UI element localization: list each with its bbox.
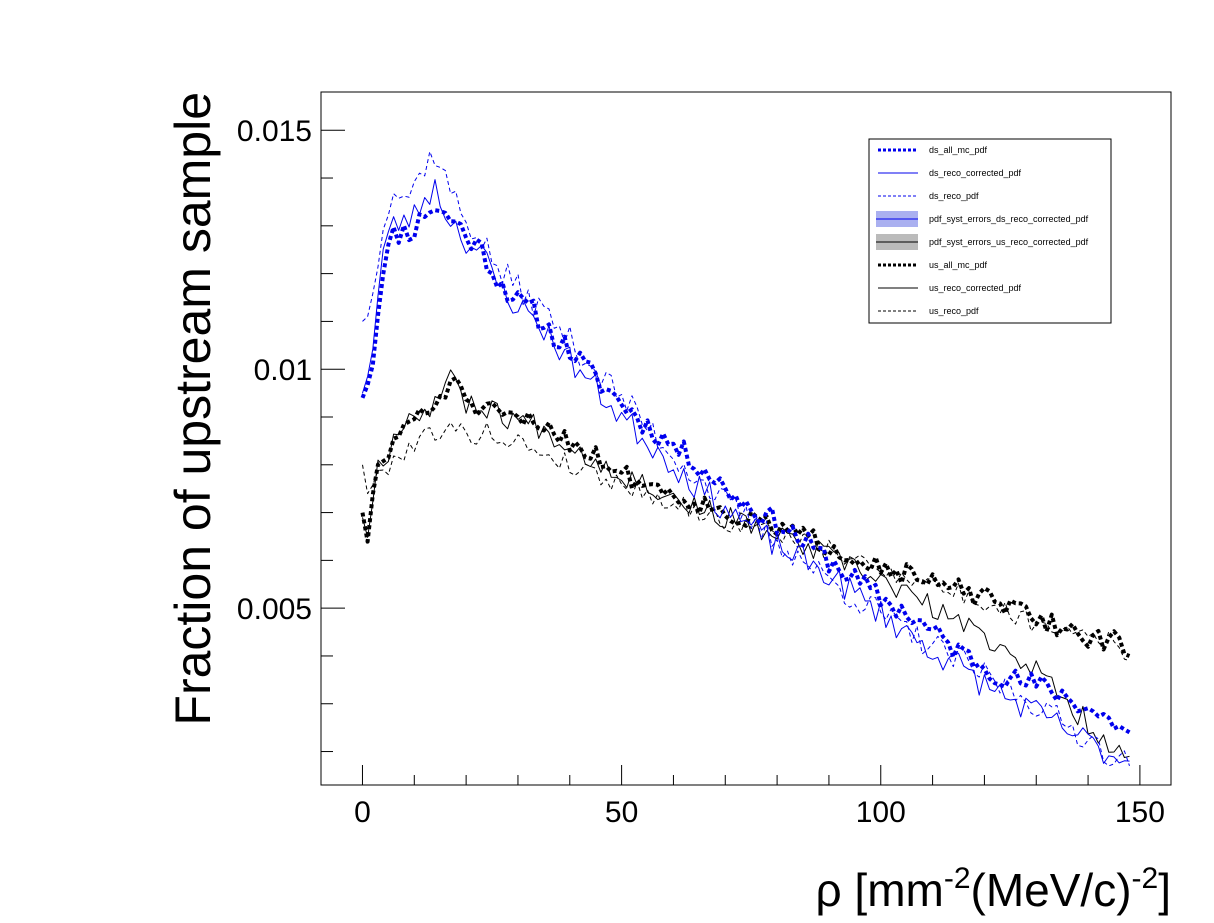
y-tick-label: 0.005 — [237, 593, 312, 626]
x-axis-title-middle: (MeV/c) — [971, 864, 1132, 916]
legend-entry: pdf_syst_errors_ds_reco_corrected_pdf — [876, 211, 1089, 227]
series-line-ds-all-mc-pdf — [360, 208, 1131, 735]
legend-label: ds_all_mc_pdf — [929, 145, 988, 155]
x-axis-title-superscript-2: -2 — [1132, 862, 1159, 895]
legend-entry: us_reco_corrected_pdf — [878, 283, 1022, 293]
series-line-us-all-mc-pdf — [360, 375, 1131, 658]
series-layer — [360, 151, 1131, 767]
y-axis-title: Fraction of upstream sample — [165, 92, 221, 726]
axis-layer: 0 50 100 150 0.005 0.01 0.015 — [237, 115, 1165, 829]
y-tick-label: 0.015 — [237, 115, 312, 148]
x-axis-title-superscript-1: -2 — [944, 862, 971, 895]
legend-entry: ds_reco_corrected_pdf — [878, 168, 1022, 178]
series-line-ds-reco-pdf — [362, 151, 1130, 767]
x-axis-title-end: ] — [1158, 864, 1171, 916]
series-line-us-reco-corrected-pdf — [362, 369, 1130, 758]
x-tick-label: 0 — [354, 796, 371, 829]
x-tick-label: 150 — [1115, 796, 1165, 829]
legend-label: us_reco_pdf — [929, 306, 979, 316]
legend-label: us_all_mc_pdf — [929, 260, 988, 270]
legend-entry: ds_reco_pdf — [878, 191, 979, 201]
y-tick-label: 0.01 — [254, 354, 312, 387]
legend-label: ds_reco_pdf — [929, 191, 979, 201]
legend: ds_all_mc_pdf ds_reco_corrected_pdf ds_rec… — [868, 138, 1112, 324]
legend-entry: pdf_syst_errors_us_reco_corrected_pdf — [876, 234, 1089, 250]
legend-label: pdf_syst_errors_ds_reco_corrected_pdf — [929, 214, 1089, 224]
legend-label: ds_reco_corrected_pdf — [929, 168, 1022, 178]
legend-box — [868, 138, 1112, 324]
legend-label: pdf_syst_errors_us_reco_corrected_pdf — [929, 237, 1089, 247]
legend-label: us_reco_corrected_pdf — [929, 283, 1022, 293]
x-axis-title: ρ [mm-2(MeV/c)-2] — [815, 862, 1171, 916]
x-tick-label: 100 — [856, 796, 906, 829]
x-axis-title-base: ρ [mm — [815, 864, 943, 916]
legend-entries: ds_all_mc_pdf ds_reco_corrected_pdf ds_rec… — [876, 145, 1089, 316]
legend-entry: us_reco_pdf — [878, 306, 979, 316]
x-tick-label: 50 — [605, 796, 638, 829]
legend-entry: us_all_mc_pdf — [878, 260, 988, 270]
series-line-us-reco-pdf — [362, 422, 1130, 662]
legend-entry: ds_all_mc_pdf — [878, 145, 988, 155]
plot-frame — [320, 91, 1172, 786]
